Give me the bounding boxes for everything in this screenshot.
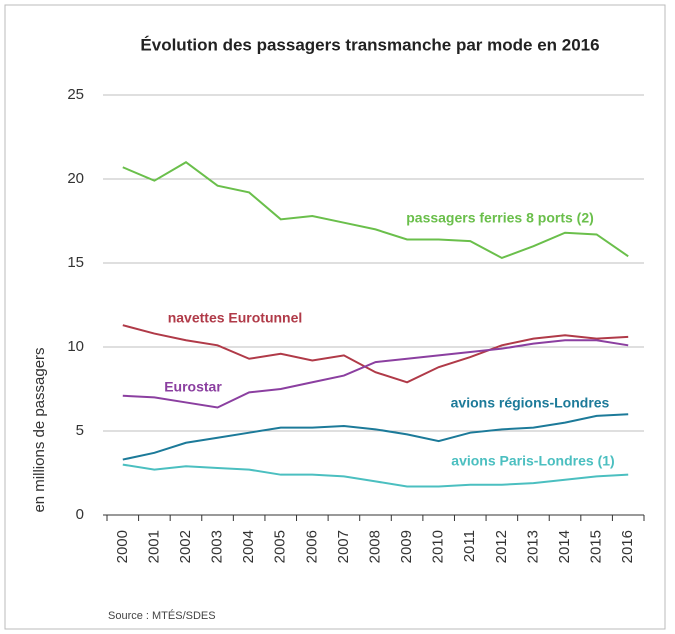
y-tick-label: 20 [67, 170, 84, 187]
y-tick-label: 5 [76, 422, 84, 439]
x-tick-label: 2000 [114, 530, 131, 563]
x-tick-label: 2008 [366, 530, 383, 563]
y-tick-label: 10 [67, 338, 84, 355]
series-line [122, 339, 629, 409]
x-tick-label: 2002 [177, 530, 194, 563]
y-tick-label: 25 [67, 86, 84, 103]
x-tick-label: 2004 [240, 530, 257, 563]
series-line [122, 463, 629, 488]
series-label: passagers ferries 8 ports (2) [406, 210, 594, 226]
x-tick-label: 2012 [493, 530, 510, 563]
x-tick-label: 2016 [619, 530, 636, 563]
series-label: navettes Eurotunnel [168, 310, 303, 326]
series-line [122, 324, 629, 384]
series-label: avions régions-Londres [451, 395, 610, 411]
x-tick-label: 2013 [524, 530, 541, 563]
x-tick-label: 2003 [209, 530, 226, 563]
series-line [122, 161, 629, 260]
x-tick-label: 2006 [303, 530, 320, 563]
x-tick-label: 2015 [588, 530, 605, 563]
series-label: avions Paris-Londres (1) [451, 453, 614, 469]
chart-title: Évolution des passagers transmanche par … [140, 35, 599, 54]
x-tick-label: 2005 [272, 530, 289, 563]
x-tick-label: 2014 [556, 530, 573, 563]
y-tick-label: 0 [76, 506, 84, 523]
y-tick-label: 15 [67, 254, 84, 271]
x-tick-label: 2007 [335, 530, 352, 563]
y-axis-label: en millions de passagers [31, 347, 48, 512]
x-tick-label: 2009 [398, 530, 415, 563]
source: Source : MTÉS/SDES [108, 609, 216, 622]
series-line [122, 413, 629, 461]
x-tick-label: 2011 [461, 530, 478, 562]
x-tick-label: 2010 [430, 530, 447, 563]
series-label: Eurostar [164, 379, 222, 395]
x-tick-label: 2001 [145, 530, 162, 563]
frame [4, 4, 666, 630]
